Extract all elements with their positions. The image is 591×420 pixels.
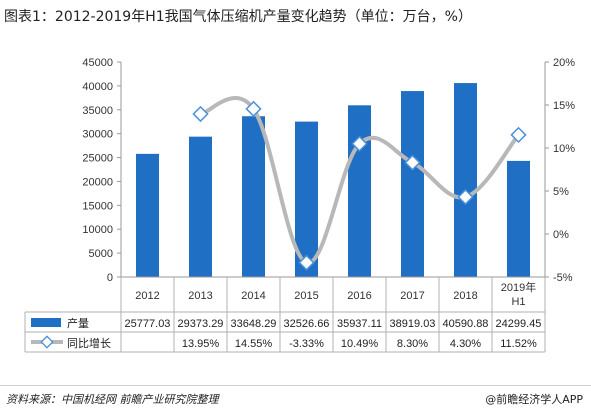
left-axis-tick-label: 0 <box>107 272 113 284</box>
bar <box>136 153 159 277</box>
footer-divider <box>0 385 591 386</box>
legend-line-label: 同比增长 <box>67 336 111 350</box>
left-axis-tick-label: 45000 <box>82 57 113 69</box>
right-axis-tick-label: 15% <box>553 100 575 112</box>
line-layer <box>192 96 527 271</box>
left-axis-tick-label: 40000 <box>82 81 113 93</box>
x-axis-tick-label: 2016 <box>347 290 371 302</box>
growth-point <box>404 154 421 171</box>
growth-point <box>351 135 368 152</box>
x-axis-tick-label: 2017 <box>400 290 424 302</box>
bar <box>507 160 530 277</box>
brand-mark: @前瞻经济学人APP <box>485 393 583 406</box>
bar <box>295 121 318 277</box>
bar <box>242 116 265 277</box>
x-axis-tick-label-line1: 2019年 <box>501 280 536 294</box>
growth-value-cell: 14.55% <box>235 338 273 350</box>
right-axis-tick-label: 5% <box>553 186 569 198</box>
left-axis-tick-label: 30000 <box>82 129 113 141</box>
x-axis-tick-label-line2: H1 <box>511 296 525 308</box>
source-note: 资料来源：中国机经网 前瞻产业研究院整理 <box>6 393 219 406</box>
x-axis-tick-label: 2012 <box>135 290 159 302</box>
table-layer: 2012 2013 2014 2015 2016 2017 2018 2019年 H1 产量同比增… <box>24 276 546 353</box>
growth-point <box>245 100 262 118</box>
right-axis-tick-label: 0% <box>553 229 569 241</box>
bar-value-cell: 33648.29 <box>231 318 277 330</box>
bar-value-cell: 29373.29 <box>178 318 224 330</box>
right-axis-tick-label: -5% <box>553 272 573 284</box>
growth-point <box>192 105 209 123</box>
growth-value-cell: 11.52% <box>500 338 537 350</box>
x-axis-tick-label: 2018 <box>453 290 477 302</box>
x-axis-tick-label: 2014 <box>241 290 265 302</box>
right-axis-tick-label: 20% <box>553 57 575 69</box>
bar <box>401 91 424 277</box>
legend-line-marker <box>40 335 54 349</box>
bar-value-cell: 35937.11 <box>337 318 382 330</box>
bar-value-cell: 25777.03 <box>125 318 171 330</box>
left-axis-tick-label: 35000 <box>82 105 113 117</box>
growth-value-cell: 10.49% <box>341 338 379 350</box>
growth-value-cell: 8.30% <box>397 338 428 350</box>
bar-value-cell: 32526.66 <box>284 318 330 330</box>
left-axis-tick-label: 10000 <box>82 224 113 236</box>
bar-value-cell: 40590.88 <box>443 318 489 330</box>
bar-value-cell: 38919.03 <box>390 318 436 330</box>
growth-value-cell: 4.30% <box>450 338 481 350</box>
axes-layer: 0 5000 10000 15000 20000 25000 30000 35000 40000… <box>82 57 575 284</box>
legend-bar-label: 产量 <box>67 316 89 330</box>
bar-value-cell: 24299.45 <box>496 318 542 330</box>
bar <box>348 105 371 277</box>
legend-bar-swatch <box>31 318 61 327</box>
growth-point <box>298 254 315 271</box>
left-axis-tick-label: 20000 <box>82 176 113 188</box>
bar <box>454 83 477 277</box>
left-axis-tick-label: 25000 <box>82 153 113 165</box>
x-axis-tick-label: 2015 <box>294 290 318 302</box>
left-axis-tick-label: 5000 <box>89 248 113 260</box>
left-axis-tick-label: 15000 <box>82 200 113 212</box>
bar <box>189 136 212 277</box>
growth-point <box>510 126 527 144</box>
growth-value-cell: -3.33% <box>289 338 324 350</box>
chart-title: 图表1：2012-2019年H1我国气体压缩机产量变化趋势（单位：万台，%） <box>4 9 472 25</box>
growth-value-cell: 13.95% <box>182 338 220 350</box>
right-axis-tick-label: 10% <box>553 143 575 155</box>
growth-point <box>457 188 474 206</box>
x-axis-tick-label: 2013 <box>188 290 212 302</box>
